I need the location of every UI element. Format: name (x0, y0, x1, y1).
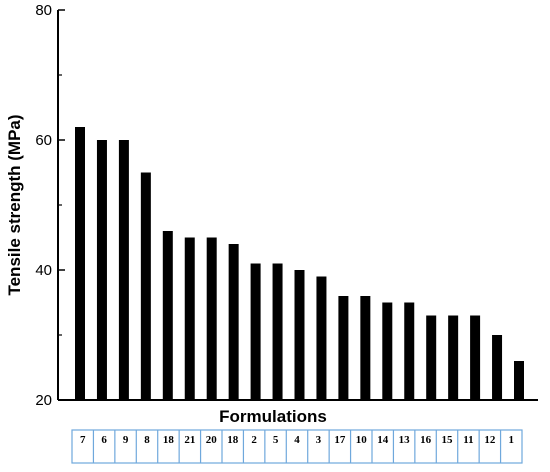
category-label: 9 (123, 434, 129, 446)
bar-20 (206, 237, 217, 400)
category-label: 18 (227, 434, 239, 446)
bar-18 (228, 244, 239, 400)
category-label: 17 (334, 434, 346, 446)
category-label: 8 (144, 434, 150, 446)
category-label: 3 (316, 434, 322, 446)
category-label: 10 (356, 434, 368, 446)
category-label: 4 (294, 434, 300, 446)
axes: 20 40 60 80 (35, 2, 538, 409)
category-label-boxes: 7 6 9 8 18 21 20 18 2 5 4 3 17 10 14 13 16 15 11 12 1 (71, 429, 523, 464)
bar-14 (382, 302, 393, 400)
y-tick-label: 60 (35, 132, 52, 149)
bar-5 (272, 263, 283, 400)
bar-10 (360, 296, 371, 400)
bar-7 (75, 127, 85, 400)
bar-17 (338, 296, 349, 400)
category-label: 21 (184, 434, 195, 446)
y-tick-label: 80 (35, 2, 52, 19)
bar-13 (404, 302, 415, 400)
category-box-frame (71, 429, 523, 464)
category-label: 16 (420, 434, 432, 446)
bar-8 (140, 172, 151, 400)
bar-3 (316, 276, 327, 400)
bar-4 (294, 270, 305, 400)
category-label: 14 (377, 434, 389, 446)
bar-15 (448, 315, 459, 400)
bar-11 (470, 315, 481, 400)
bar-21 (184, 237, 195, 400)
category-label: 11 (463, 434, 473, 446)
category-label: 1 (509, 434, 515, 446)
y-tick-label: 20 (35, 392, 52, 409)
category-label: 7 (80, 434, 86, 446)
category-label: 5 (273, 434, 279, 446)
category-label: 13 (399, 434, 411, 446)
bar-6 (96, 140, 107, 400)
bar-18 (162, 231, 173, 400)
bar-1 (514, 361, 524, 400)
category-label: 20 (206, 434, 218, 446)
category-label: 15 (442, 434, 454, 446)
category-label: 18 (163, 434, 175, 446)
category-label: 12 (484, 434, 496, 446)
bar-2 (250, 263, 261, 400)
y-tick-label: 40 (35, 262, 52, 279)
category-label: 6 (101, 434, 107, 446)
bars (75, 127, 524, 400)
x-axis-title: Formulations (219, 407, 327, 426)
y-axis-title: Tensile strength (MPa) (5, 114, 24, 295)
bar-12 (492, 335, 503, 400)
bar-9 (118, 140, 129, 400)
bar-16 (426, 315, 437, 400)
category-label: 2 (251, 434, 257, 446)
